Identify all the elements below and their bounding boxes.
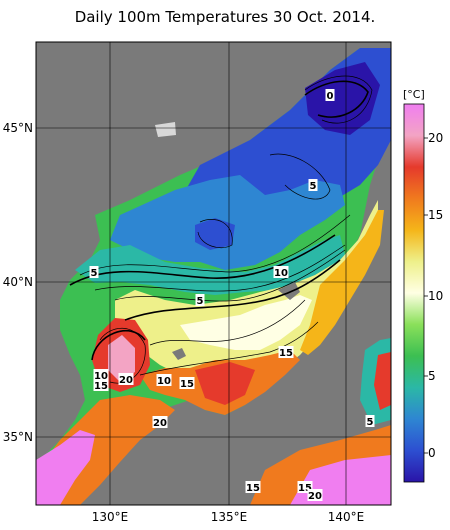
colorbar-label-15: 15 — [428, 208, 444, 222]
contour-label: 10 — [157, 376, 171, 387]
contour-label: 15 — [94, 381, 108, 392]
colorbar-unit: [°C] — [403, 88, 425, 101]
contour-label: 15 — [279, 348, 293, 359]
contour-label: 5 — [367, 417, 374, 428]
lon-label-130: 130°E — [91, 510, 129, 524]
contour-label: 5 — [310, 181, 317, 192]
grid-lines — [36, 42, 391, 505]
contour-label-box — [325, 89, 335, 101]
lat-label-45: 45°N — [2, 121, 33, 135]
lat-label-40: 40°N — [2, 275, 33, 289]
pacific-east-warm — [374, 352, 391, 410]
map-frame — [35, 41, 392, 506]
colorbar — [403, 103, 425, 483]
teal-band — [75, 235, 345, 295]
contour-label-box — [195, 294, 205, 306]
lon-label-135: 135°E — [210, 510, 248, 524]
contour-label: 10 — [94, 371, 108, 382]
contour-label-box — [156, 374, 172, 386]
contour-label-box — [93, 379, 109, 391]
map-title: Daily 100m Temperatures 30 Oct. 2014. — [74, 8, 376, 26]
island-sado — [278, 282, 300, 300]
red-zone-south — [195, 362, 255, 405]
contour-label-box — [365, 415, 375, 427]
contour-label-box — [278, 346, 294, 358]
contour-label: 15 — [180, 379, 194, 390]
contour-label: 5 — [197, 296, 204, 307]
contour-label: 15 — [246, 483, 260, 494]
contour-label: 15 — [298, 483, 312, 494]
contour-label-box — [273, 266, 289, 278]
colorbar-label-0: 0 — [428, 446, 436, 460]
island-oki — [172, 348, 186, 360]
contour-label: 20 — [153, 418, 167, 429]
major-contours — [69, 80, 369, 361]
contour-label: 20 — [308, 491, 322, 502]
contour-label: 0 — [327, 91, 334, 102]
island-hokkaido-off — [155, 122, 176, 137]
contour-label: 20 — [119, 375, 133, 386]
colorbar-label-10: 10 — [428, 289, 444, 303]
pale-zone — [180, 295, 312, 350]
contour-label-box — [308, 179, 318, 191]
pink-southwest — [36, 430, 95, 505]
colorbar-label-20: 20 — [428, 131, 444, 145]
contour-label: 10 — [274, 268, 288, 279]
blue-core-center — [195, 218, 235, 250]
orange-zone-east — [300, 210, 384, 355]
lat-label-35: 35°N — [2, 430, 33, 444]
contour-lines — [79, 75, 373, 384]
contour-label-box — [152, 416, 168, 428]
colorbar-label-5: 5 — [428, 369, 436, 383]
contour-label-box — [118, 373, 134, 385]
colorbar-ticks — [424, 137, 428, 454]
eddy-core — [108, 335, 135, 382]
contour-label-box — [89, 266, 99, 278]
lon-label-140: 140°E — [327, 510, 365, 524]
contour-label-box — [245, 481, 261, 493]
contour-label: 5 — [91, 268, 98, 279]
contour-label-box — [179, 377, 195, 389]
contour-label-box — [307, 489, 323, 501]
contour-label-box — [93, 369, 109, 381]
